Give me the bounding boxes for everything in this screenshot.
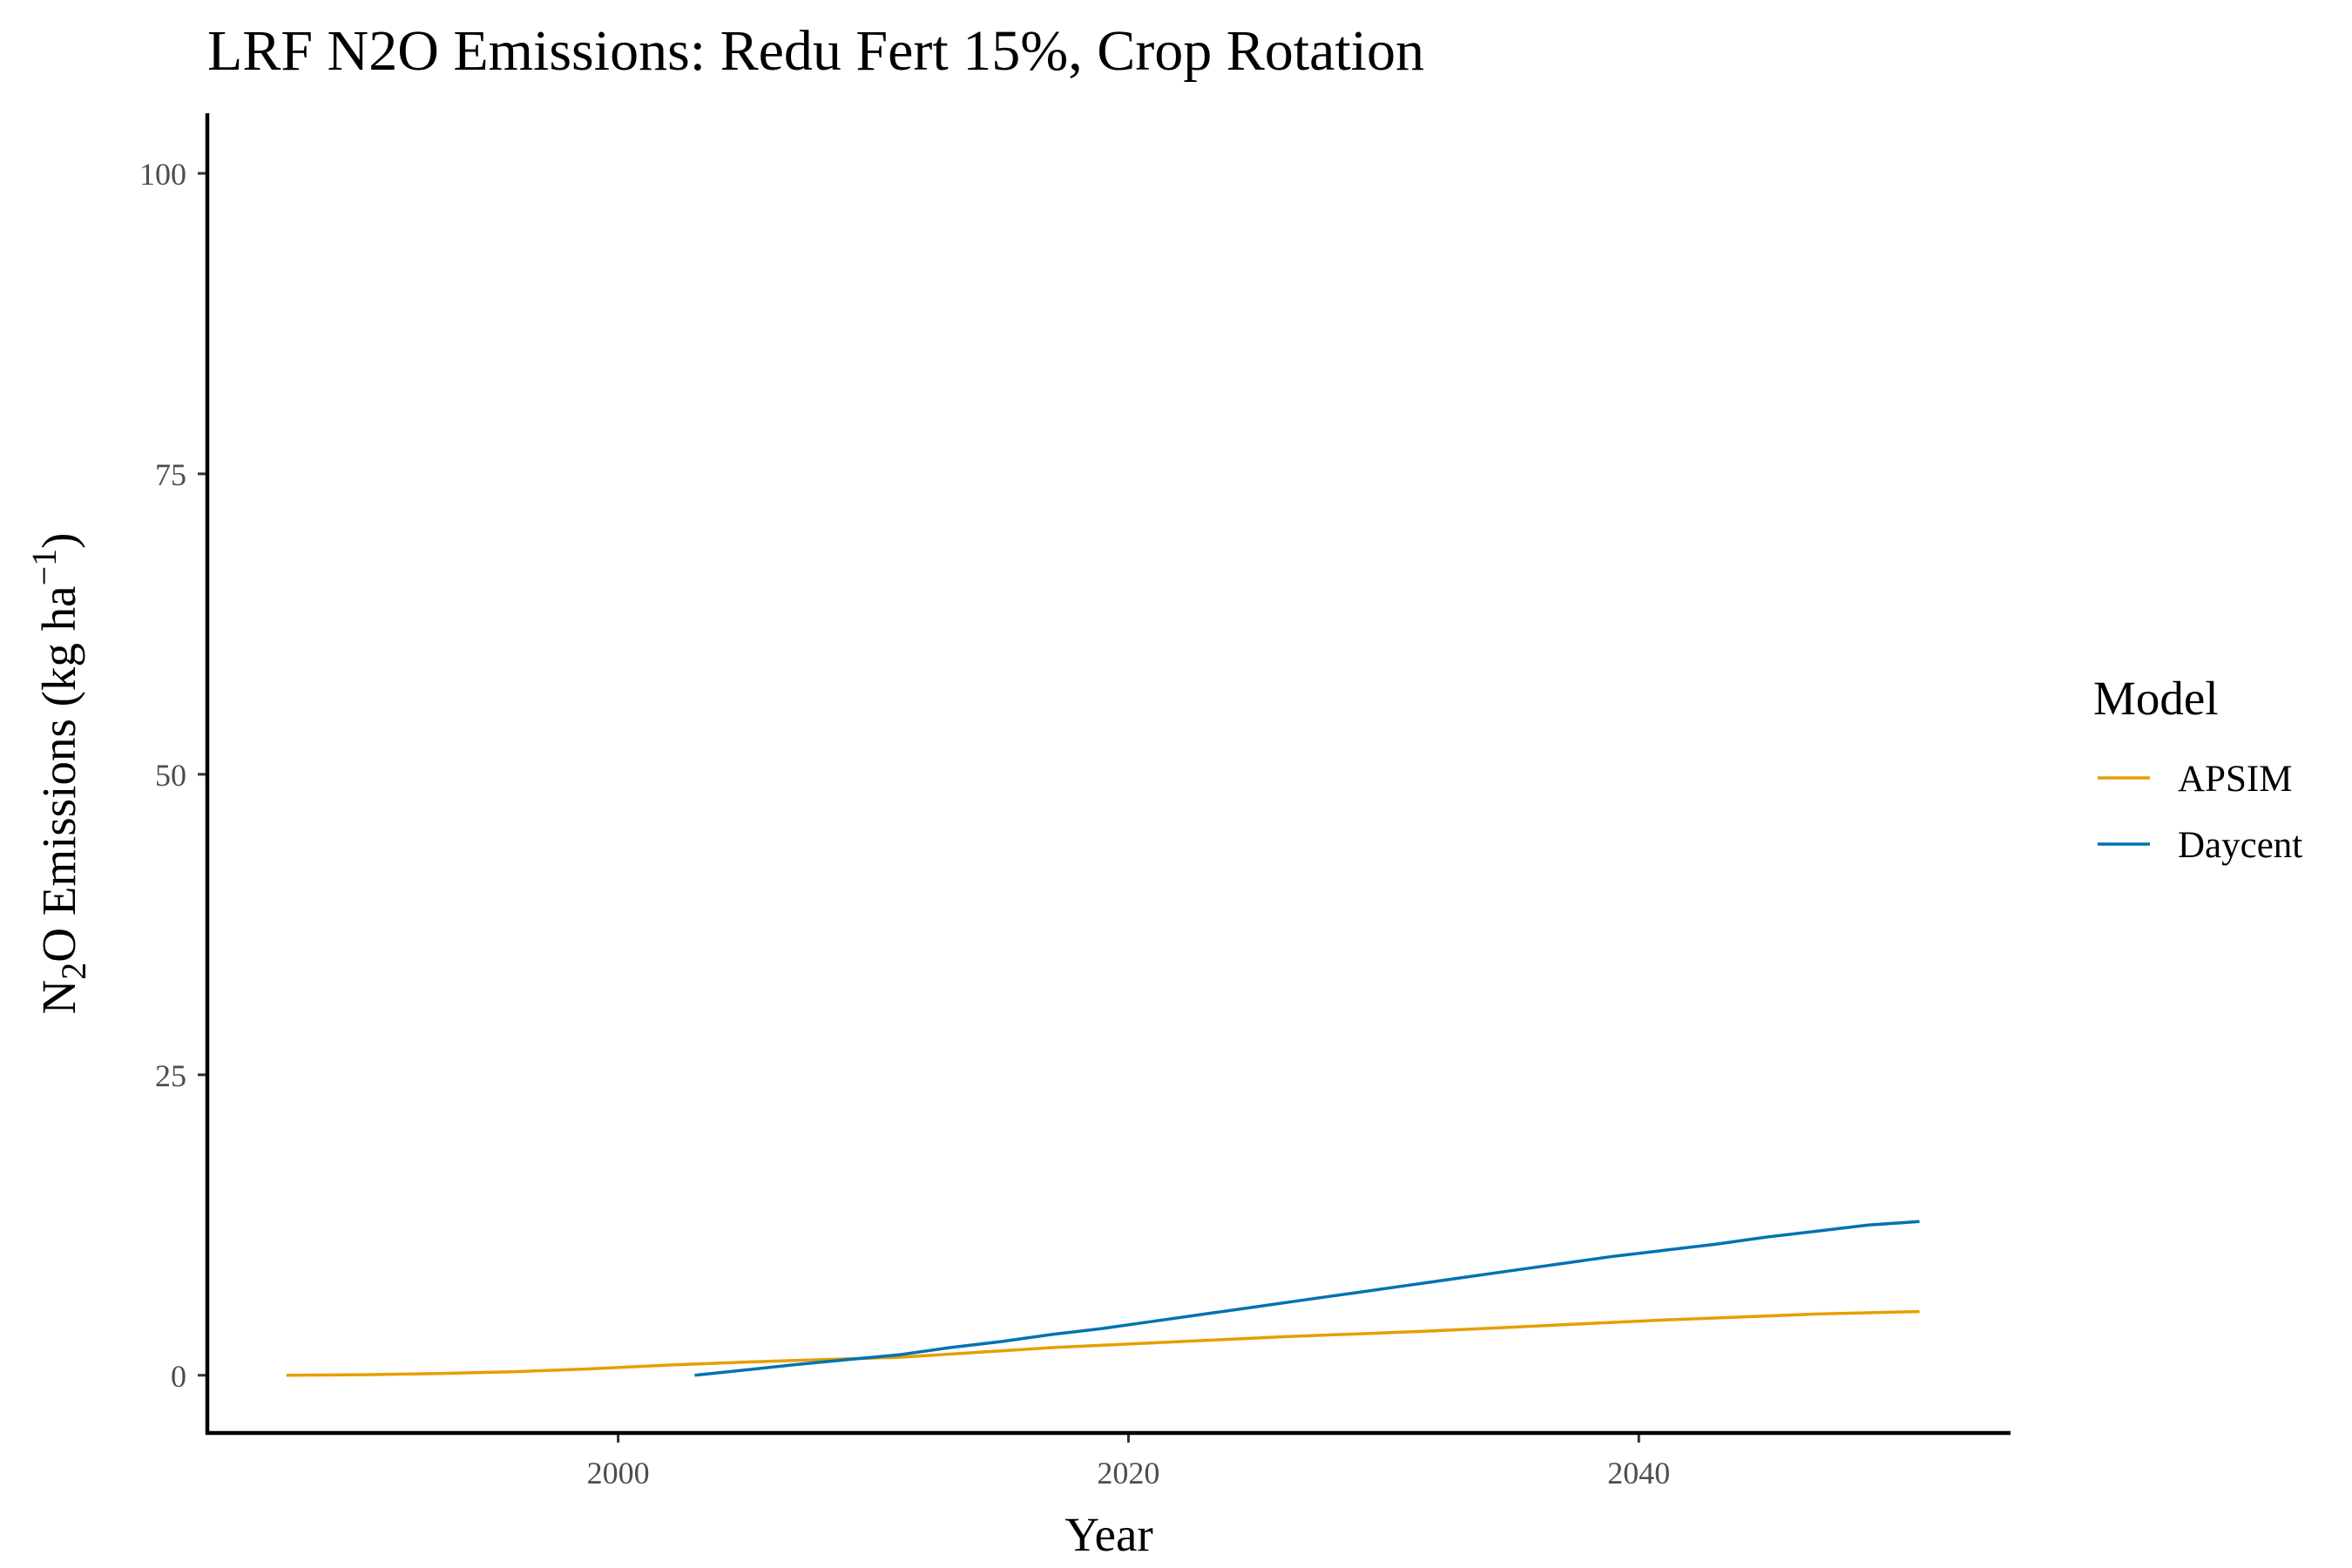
legend-title: Model xyxy=(2093,672,2219,725)
y-tick-label: 50 xyxy=(155,758,186,793)
y-axis-title-superscript: −1 xyxy=(24,549,64,586)
y-axis-title-subscript: 2 xyxy=(54,963,93,980)
x-tick-label: 2020 xyxy=(1097,1456,1159,1490)
series-layer xyxy=(286,1220,1920,1377)
y-axis-title-part: N xyxy=(32,980,85,1015)
y-tick-label: 0 xyxy=(171,1359,186,1394)
x-axis-ticks: 2000 2020 2040 xyxy=(587,1433,1670,1490)
x-tick-label: 2040 xyxy=(1607,1456,1670,1490)
legend: Model APSIM Daycent xyxy=(2093,672,2302,866)
series-line-apsim xyxy=(286,1309,1920,1377)
chart-title: LRF N2O Emissions: Redu Fert 15%, Crop R… xyxy=(207,19,1424,83)
y-tick-label: 100 xyxy=(139,157,186,192)
y-axis-title: N2O Emissions (kg ha−1) xyxy=(24,533,93,1015)
legend-label-daycent: Daycent xyxy=(2178,825,2302,866)
y-axis-title-part: O Emissions (kg ha xyxy=(32,585,85,962)
series-line-daycent xyxy=(694,1220,1920,1377)
x-axis-title: Year xyxy=(1064,1508,1152,1561)
legend-items: APSIM Daycent xyxy=(2098,759,2302,866)
x-tick-label: 2000 xyxy=(587,1456,650,1490)
legend-label-apsim: APSIM xyxy=(2178,759,2292,800)
y-axis-ticks: 0 25 50 75 100 xyxy=(139,157,207,1394)
y-tick-label: 25 xyxy=(155,1058,186,1093)
y-axis-title-part: ) xyxy=(32,533,85,549)
y-tick-label: 75 xyxy=(155,457,186,492)
